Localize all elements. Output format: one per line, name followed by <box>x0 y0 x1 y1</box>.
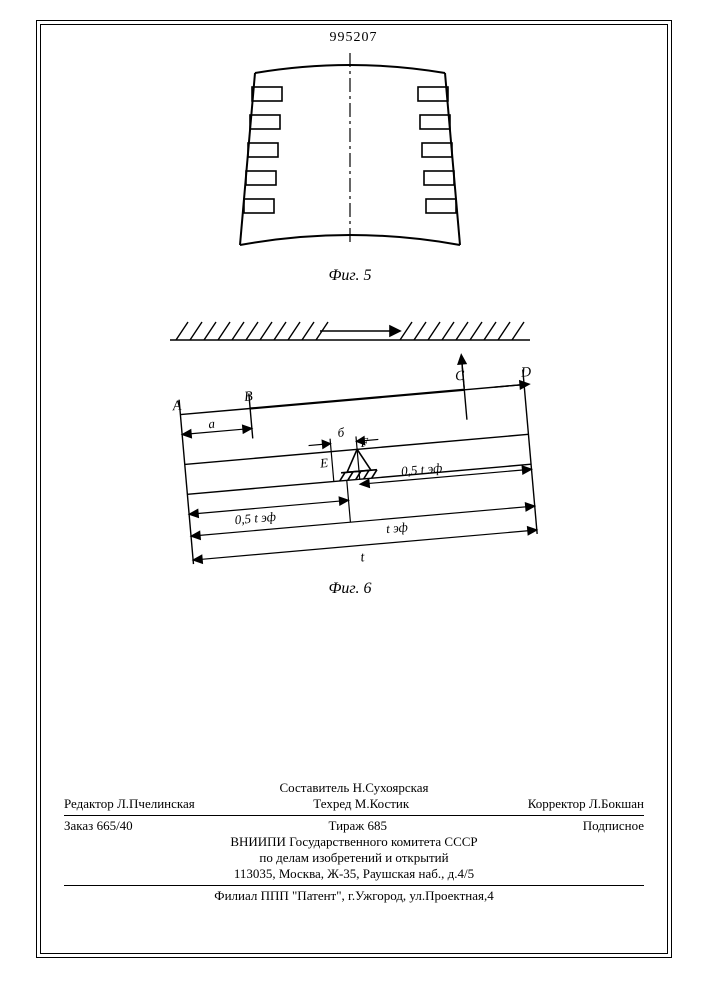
figure-6-caption: Фиг. 6 <box>100 580 600 598</box>
svg-text:t: t <box>360 550 366 565</box>
svg-text:0,5 t эф: 0,5 t эф <box>401 460 443 479</box>
org-line-2: по делам изобретений и открытий <box>64 850 644 866</box>
svg-text:A: A <box>171 398 182 414</box>
svg-text:F: F <box>359 434 370 450</box>
circulation-label: Тираж <box>328 818 364 833</box>
editor-label: Редактор <box>64 796 114 811</box>
corrector-name: Л.Бокшан <box>589 796 644 811</box>
corrector-label: Корректор <box>528 796 586 811</box>
order-label: Заказ <box>64 818 93 833</box>
svg-text:C: C <box>455 369 466 385</box>
editor-name: Л.Пчелинская <box>117 796 195 811</box>
divider-2 <box>64 885 644 886</box>
order-number: 665/40 <box>97 818 133 833</box>
address-2: Филиал ППП "Патент", г.Ужгород, ул.Проек… <box>64 888 644 904</box>
subscription: Подписное <box>583 818 644 834</box>
colophon: Составитель Н.Сухоярская Редактор Л.Пчел… <box>64 780 644 904</box>
svg-text:a: a <box>208 416 216 432</box>
techred-name: М.Костик <box>355 796 409 811</box>
techred-label: Техред <box>313 796 351 811</box>
svg-text:t эф: t эф <box>385 519 408 536</box>
compiler-name: Н.Сухоярская <box>353 780 429 795</box>
figure-5-caption: Фиг. 5 <box>100 267 600 285</box>
svg-text:0,5 t эф: 0,5 t эф <box>234 509 276 528</box>
org-line-1: ВНИИПИ Государственного комитета СССР <box>64 834 644 850</box>
address-1: 113035, Москва, Ж-35, Раушская наб., д.4… <box>64 866 644 882</box>
svg-text:E: E <box>319 455 329 471</box>
svg-text:B: B <box>243 389 253 405</box>
document-number: 995207 <box>0 30 707 46</box>
divider-1 <box>64 815 644 816</box>
svg-text:б: б <box>337 424 345 440</box>
figure-5: Фиг. 5 <box>100 45 600 290</box>
circulation-number: 685 <box>368 818 388 833</box>
figure-6: A B C D E F a б 0,5 t эф 0,5 t эф t эф t… <box>100 310 600 610</box>
compiler-label: Составитель <box>280 780 350 795</box>
svg-text:D: D <box>519 365 531 381</box>
